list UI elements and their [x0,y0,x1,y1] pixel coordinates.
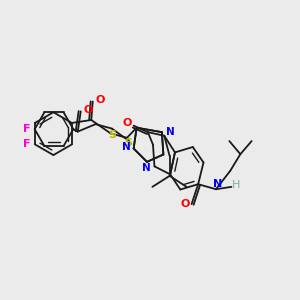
Text: S: S [108,130,116,140]
Text: N: N [212,179,222,189]
Text: F: F [23,140,30,149]
Text: F: F [22,124,30,134]
Text: N: N [122,142,130,152]
Text: S: S [124,138,132,148]
Text: O: O [83,105,93,115]
Text: N: N [142,164,151,173]
Text: O: O [180,199,190,209]
Text: O: O [122,118,132,128]
Text: O: O [95,95,105,105]
Text: N: N [167,127,175,137]
Text: H: H [232,180,240,190]
